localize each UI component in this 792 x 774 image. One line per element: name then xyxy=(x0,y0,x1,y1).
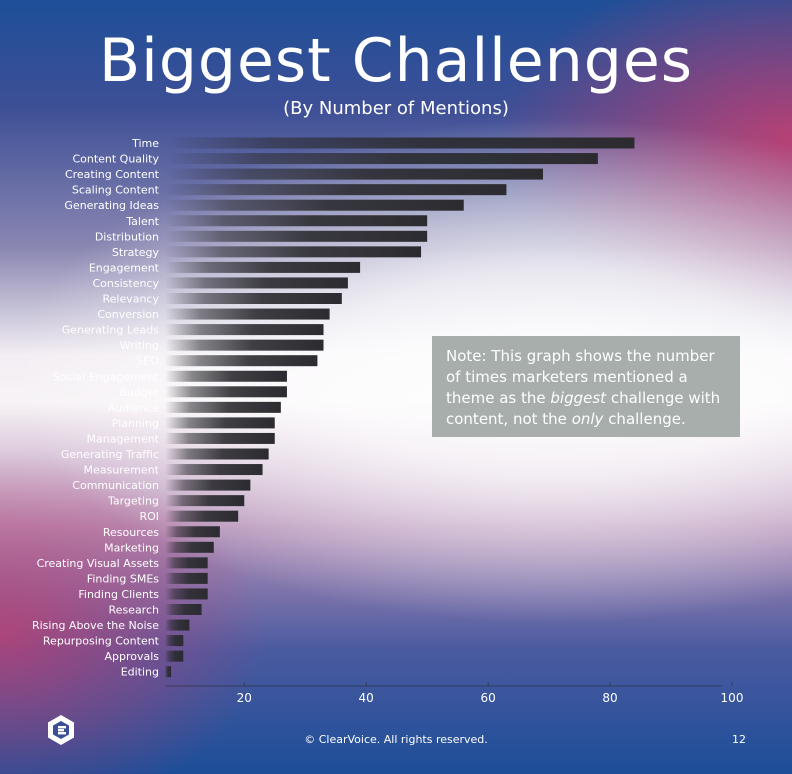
x-tick-label-20: 20 xyxy=(237,691,252,705)
category-label-rising-above-the-noise: Rising Above the Noise xyxy=(32,619,159,632)
category-label-talent: Talent xyxy=(125,215,159,228)
category-label-management: Management xyxy=(87,432,160,445)
category-label-social-engagement: Social Engagement xyxy=(53,370,160,383)
category-label-editing: Editing xyxy=(121,666,159,679)
category-labels-group: Time Content Quality Creating Content Scali… xyxy=(32,137,160,679)
category-label-writing: Writing xyxy=(120,339,159,352)
category-label-audience: Audience xyxy=(108,401,159,414)
bar-talent xyxy=(165,215,428,227)
category-label-approvals: Approvals xyxy=(104,650,159,663)
bar-resources xyxy=(165,526,220,538)
bar-finding-smes xyxy=(165,572,208,584)
bar-measurement xyxy=(165,464,263,476)
category-label-creating-visual-assets: Creating Visual Assets xyxy=(37,557,160,570)
category-label-consistency: Consistency xyxy=(92,277,159,290)
chart-title: Biggest Challenges xyxy=(98,26,693,96)
category-label-seo: SEO xyxy=(136,355,159,368)
copyright-footer: © ClearVoice. All rights reserved. xyxy=(304,733,488,746)
category-label-budget: Budget xyxy=(119,386,159,399)
category-label-communication: Communication xyxy=(72,479,159,492)
bar-repurposing-content xyxy=(165,635,184,647)
bar-targeting xyxy=(165,495,245,507)
category-label-marketing: Marketing xyxy=(104,541,159,554)
category-label-creating-content: Creating Content xyxy=(65,168,160,181)
category-label-conversion: Conversion xyxy=(97,308,159,321)
bar-research xyxy=(165,604,202,615)
bar-social-engagement xyxy=(165,370,287,382)
category-label-finding-clients: Finding Clients xyxy=(78,588,159,601)
x-tick-label-100: 100 xyxy=(721,691,744,705)
bar-relevancy xyxy=(165,293,342,304)
bar-creating-visual-assets xyxy=(165,557,208,569)
bar-audience xyxy=(165,401,281,413)
category-label-content-quality: Content Quality xyxy=(72,153,159,166)
bar-planning xyxy=(165,417,275,429)
bar-generating-leads xyxy=(165,324,324,336)
category-label-scaling-content: Scaling Content xyxy=(72,184,160,197)
clearvoice-logo-icon xyxy=(48,715,74,745)
category-label-strategy: Strategy xyxy=(112,246,160,259)
x-axis: 20 40 60 80 100 xyxy=(165,682,743,705)
category-label-relevancy: Relevancy xyxy=(102,293,159,306)
category-label-targeting: Targeting xyxy=(107,495,159,508)
bar-budget xyxy=(165,386,287,398)
category-label-measurement: Measurement xyxy=(83,464,159,477)
bar-engagement xyxy=(165,261,361,273)
note-text-prefix: Note: This graph shows the number of tim… xyxy=(446,347,715,407)
bar-writing xyxy=(165,339,324,351)
bars-group xyxy=(165,137,635,678)
bar-creating-content xyxy=(165,168,543,180)
note-box: Note: This graph shows the number of tim… xyxy=(432,336,740,437)
page-number: 12 xyxy=(732,733,746,746)
bar-time xyxy=(165,137,635,149)
bar-generating-ideas xyxy=(165,199,464,211)
bar-rising-above-the-noise xyxy=(165,619,190,631)
bar-communication xyxy=(165,479,251,491)
category-label-generating-leads: Generating Leads xyxy=(62,324,160,337)
bar-roi xyxy=(165,510,239,522)
category-label-finding-smes: Finding SMEs xyxy=(87,572,159,585)
category-label-roi: ROI xyxy=(139,510,159,523)
bar-conversion xyxy=(165,308,330,320)
category-label-resources: Resources xyxy=(103,526,159,539)
category-label-repurposing-content: Repurposing Content xyxy=(43,635,160,648)
bar-marketing xyxy=(165,541,214,553)
note-text-middle: challenge with content, not the xyxy=(446,389,721,428)
category-label-planning: Planning xyxy=(112,417,159,430)
category-label-generating-ideas: Generating Ideas xyxy=(64,199,159,212)
note-emphasis-only: only xyxy=(571,410,604,428)
bar-strategy xyxy=(165,246,422,258)
bar-finding-clients xyxy=(165,588,208,600)
category-label-time: Time xyxy=(131,137,159,150)
x-tick-label-60: 60 xyxy=(480,691,495,705)
x-tick-label-40: 40 xyxy=(359,691,374,705)
bar-generating-traffic xyxy=(165,448,269,460)
bar-management xyxy=(165,432,275,444)
bar-content-quality xyxy=(165,153,598,165)
bar-consistency xyxy=(165,277,348,289)
chart-subtitle: (By Number of Mentions) xyxy=(283,98,509,119)
bar-seo xyxy=(165,355,318,367)
bar-approvals xyxy=(165,650,184,662)
category-label-research: Research xyxy=(109,604,159,617)
note-emphasis-biggest: biggest xyxy=(550,389,607,407)
bar-editing xyxy=(165,666,172,678)
category-label-distribution: Distribution xyxy=(95,230,159,243)
bar-distribution xyxy=(165,230,428,242)
category-label-engagement: Engagement xyxy=(89,261,160,274)
category-label-generating-traffic: Generating Traffic xyxy=(61,448,159,461)
note-text-suffix: challenge. xyxy=(603,410,686,428)
x-tick-label-80: 80 xyxy=(602,691,617,705)
bar-scaling-content xyxy=(165,184,507,196)
